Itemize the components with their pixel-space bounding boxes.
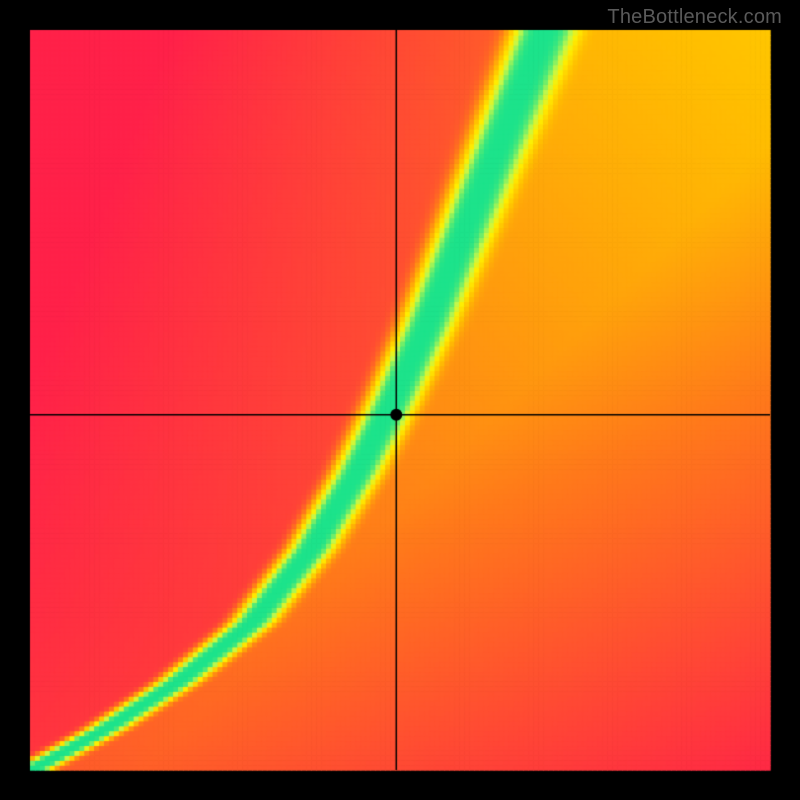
watermark-text: TheBottleneck.com (607, 6, 782, 29)
bottleneck-heatmap (0, 0, 800, 800)
chart-container: TheBottleneck.com (0, 0, 800, 800)
